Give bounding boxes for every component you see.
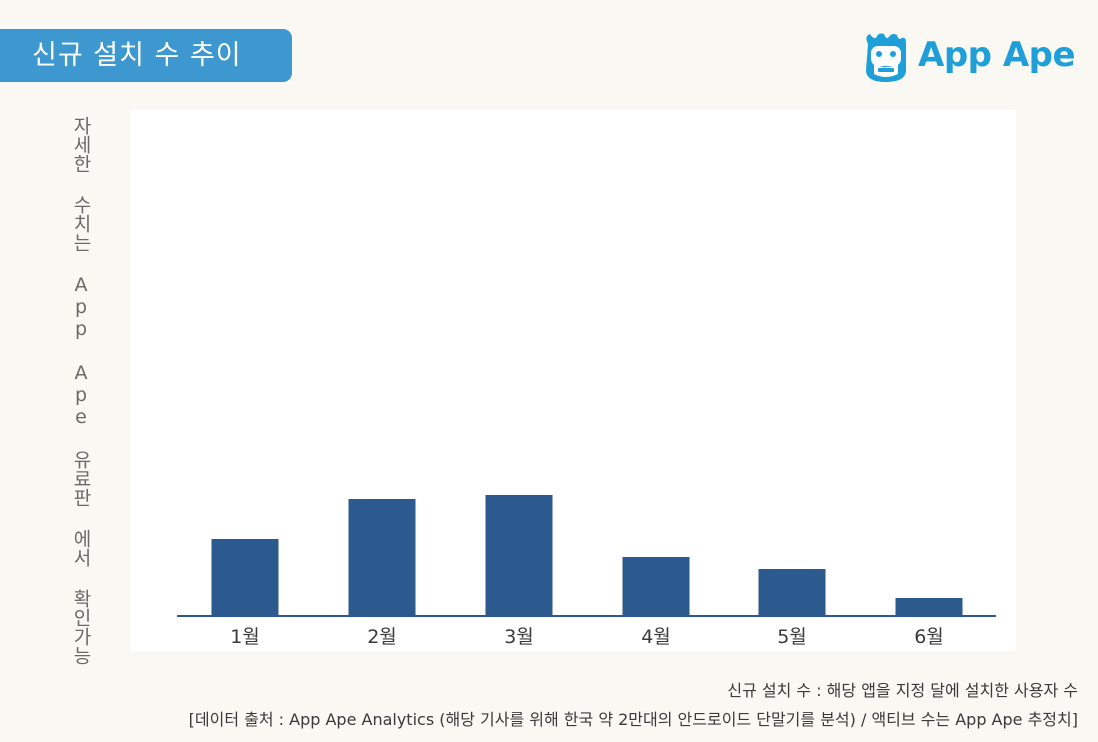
bar-chart: 1월 2월 3월 4월 5월 6월 (177, 495, 996, 648)
bar-2 (348, 499, 416, 615)
plot-area: 1월 2월 3월 4월 5월 6월 (130, 110, 1016, 651)
app-ape-logo: App Ape (860, 30, 1076, 86)
bar-5 (758, 569, 826, 615)
bar-6 (895, 598, 963, 615)
x-tick-label: 3월 (504, 626, 534, 648)
x-tick-label: 1월 (230, 626, 260, 648)
bar-1 (211, 539, 279, 615)
chart-title-badge: 신규 설치 수 추이 (0, 29, 292, 82)
chart-title: 신규 설치 수 추이 (32, 40, 242, 71)
ape-face-icon (866, 33, 906, 82)
footnote-definition: 신규 설치 수 : 해당 앱을 지정 달에 설치한 사용자 수 (727, 681, 1078, 700)
x-tick-label: 4월 (641, 626, 671, 648)
logo-text: App Ape (918, 35, 1076, 75)
bar-3 (485, 495, 553, 615)
x-tick-label: 5월 (777, 626, 807, 648)
x-tick-label: 6월 (914, 626, 944, 648)
bar-4 (622, 557, 690, 615)
footnote-source: [데이터 출처 : App Ape Analytics (해당 기사를 위해 한… (188, 710, 1078, 729)
x-tick-label: 2월 (367, 626, 397, 648)
side-note: 자세한 수치는 App Ape 유료판 에서 확인가능 (70, 116, 92, 665)
